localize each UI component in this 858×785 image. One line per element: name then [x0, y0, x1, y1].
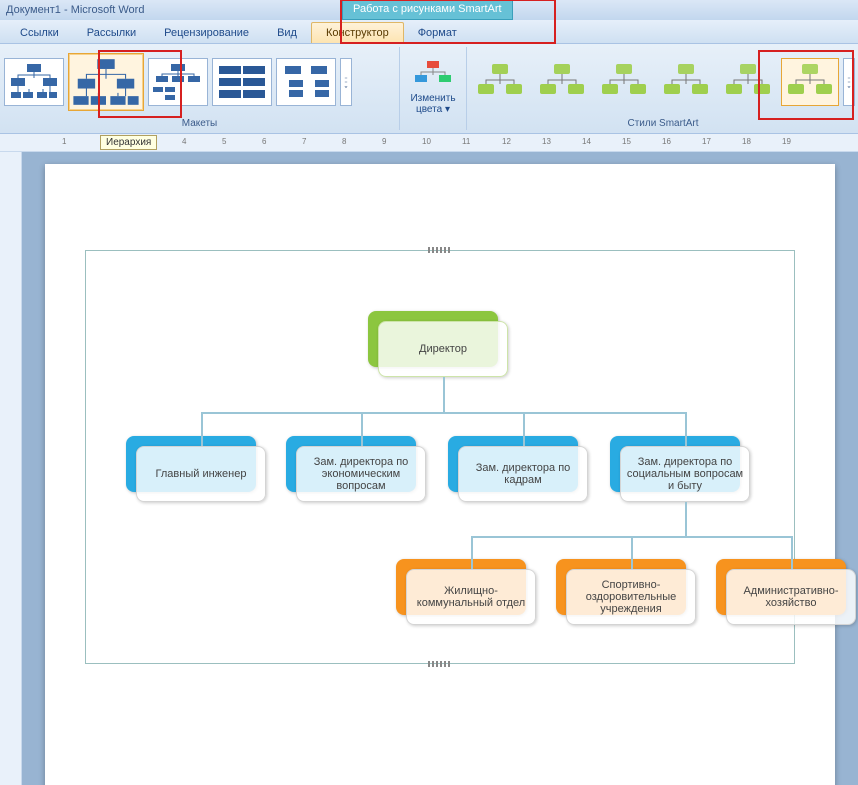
style-thumb-6[interactable] — [781, 58, 839, 106]
ribbon-group-colors: Изменить цвета ▾ — [400, 47, 467, 130]
vertical-ruler — [0, 152, 22, 785]
tab-review[interactable]: Рецензирование — [150, 23, 263, 43]
ribbon-group-label-layouts: Макеты — [4, 117, 395, 130]
org-node-label: Директор — [378, 321, 508, 377]
ribbon-group-layouts: Макеты — [0, 47, 400, 130]
layouts-gallery-more[interactable] — [340, 58, 352, 106]
layout-thumb-1[interactable] — [4, 58, 64, 106]
org-node-label: Зам. директора по социальным вопросам и … — [620, 446, 750, 502]
style-thumb-5[interactable] — [719, 58, 777, 106]
page: Директор Главный инженер Зам. директора по… — [45, 164, 835, 785]
doc-title: Документ1 - Microsoft Word — [6, 4, 144, 16]
tab-design[interactable]: Конструктор — [311, 22, 404, 43]
change-colors-button[interactable]: Изменить цвета ▾ — [404, 61, 462, 115]
ribbon-tabs: Ссылки Рассылки Рецензирование Вид Конст… — [0, 20, 858, 44]
change-colors-icon — [413, 61, 453, 91]
horizontal-ruler: 12345678910111213141516171819 Иерархия — [0, 134, 858, 152]
org-node-level3[interactable]: Административно-хозяйство — [716, 559, 846, 615]
org-node-level2[interactable]: Главный инженер — [126, 436, 256, 492]
smartart-frame[interactable]: Директор Главный инженер Зам. директора по… — [85, 250, 795, 664]
style-thumb-3[interactable] — [595, 58, 653, 106]
tab-mailings[interactable]: Рассылки — [73, 23, 150, 43]
style-thumb-1[interactable] — [471, 58, 529, 106]
org-node-level3[interactable]: Спортивно-оздоровительные учреждения — [556, 559, 686, 615]
org-node-label: Жилищно-коммунальный отдел — [406, 569, 536, 625]
ribbon: Макеты Изменить цвета ▾ Стили SmartArt — [0, 44, 858, 134]
org-node-director[interactable]: Директор — [368, 311, 498, 367]
org-node-level3[interactable]: Жилищно-коммунальный отдел — [396, 559, 526, 615]
style-thumb-4[interactable] — [657, 58, 715, 106]
tab-view[interactable]: Вид — [263, 23, 311, 43]
org-node-label: Главный инженер — [136, 446, 266, 502]
change-colors-label: Изменить цвета — [410, 93, 455, 115]
org-node-level2[interactable]: Зам. директора по экономическим вопросам — [286, 436, 416, 492]
document-area: Директор Главный инженер Зам. директора по… — [22, 152, 858, 785]
tab-format[interactable]: Формат — [404, 23, 471, 43]
layout-thumb-5[interactable] — [276, 58, 336, 106]
org-node-label: Спортивно-оздоровительные учреждения — [566, 569, 696, 625]
org-node-label: Зам. директора по экономическим вопросам — [296, 446, 426, 502]
org-node-label: Административно-хозяйство — [726, 569, 856, 625]
tab-references[interactable]: Ссылки — [6, 23, 73, 43]
ribbon-group-label-styles: Стили SmartArt — [471, 117, 855, 130]
layout-thumb-2-selected[interactable] — [68, 53, 144, 111]
org-node-label: Зам. директора по кадрам — [458, 446, 588, 502]
org-node-level2[interactable]: Зам. директора по кадрам — [448, 436, 578, 492]
layout-thumb-4[interactable] — [212, 58, 272, 106]
layout-thumb-3[interactable] — [148, 58, 208, 106]
smartart-canvas: Директор Главный инженер Зам. директора по… — [86, 251, 794, 663]
org-node-level2[interactable]: Зам. директора по социальным вопросам и … — [610, 436, 740, 492]
ribbon-group-styles: Стили SmartArt — [467, 47, 858, 130]
hierarchy-tooltip: Иерархия — [100, 135, 157, 150]
styles-gallery-more[interactable] — [843, 58, 855, 106]
style-thumb-2[interactable] — [533, 58, 591, 106]
contextual-tab-title: Работа с рисунками SmartArt — [342, 0, 513, 20]
